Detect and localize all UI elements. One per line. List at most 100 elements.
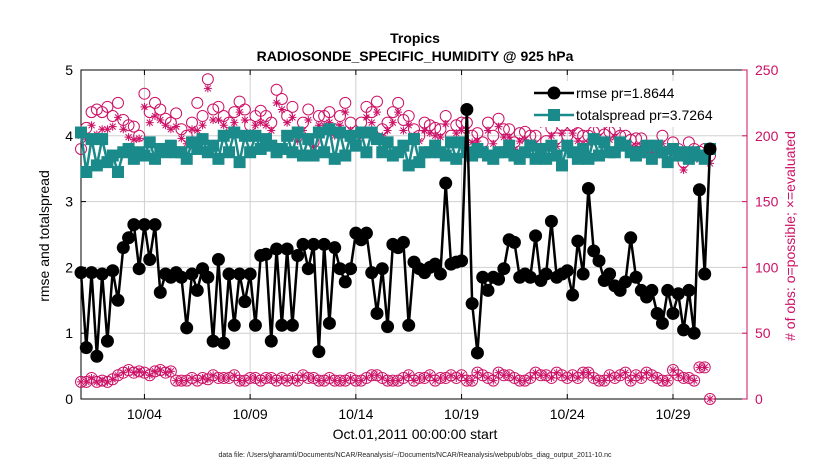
obs-possible-point <box>191 96 204 109</box>
y-tick-label: 2 <box>65 259 73 275</box>
obs-evaluated-point <box>251 121 260 130</box>
obs-evaluated-point <box>642 368 651 377</box>
totalspread-point <box>640 139 653 152</box>
obs-evaluated-point <box>399 126 408 135</box>
totalspread-point <box>582 152 595 165</box>
y-tick-label: 1 <box>65 325 73 341</box>
rmse-point <box>201 270 215 284</box>
rmse-point <box>375 262 389 276</box>
rmse-point <box>317 237 331 251</box>
totalspread-point <box>143 136 156 149</box>
obs-evaluated-point <box>669 366 677 375</box>
obs-evaluated-point <box>209 371 218 380</box>
totalspread-point <box>577 142 590 155</box>
rmse-point <box>106 264 120 278</box>
rmse-point <box>185 267 199 281</box>
obs-evaluated-point <box>293 137 302 146</box>
obs-possible-point <box>154 103 167 116</box>
y2-axis-label: # of obs: o=possible; ×=evaluated <box>782 131 798 341</box>
rmse-point <box>687 326 701 340</box>
obs-possible-point <box>302 103 315 116</box>
rmse-point <box>433 267 447 281</box>
obs-evaluated-point <box>92 377 101 386</box>
obs-evaluated-point <box>320 376 329 385</box>
rmse-point <box>492 272 506 286</box>
obs-evaluated-point <box>499 133 508 142</box>
obs-evaluated-point <box>468 376 477 385</box>
totalspread-point <box>608 146 621 159</box>
totalspread-point <box>90 159 103 172</box>
obs-possible-point <box>212 100 225 113</box>
obs-evaluated-point <box>410 376 418 385</box>
obs-evaluated-point <box>436 133 445 142</box>
rmse-point <box>338 275 352 289</box>
obs-evaluated-point <box>262 121 270 130</box>
y-tick-label: 5 <box>65 62 73 78</box>
obs-evaluated-point <box>188 125 196 134</box>
obs-evaluated-point <box>283 376 292 385</box>
totalspread-point <box>302 133 315 146</box>
rmse-point <box>328 241 342 255</box>
totalspread-point <box>371 133 383 146</box>
totalspread-point <box>122 142 135 155</box>
rmse-point <box>132 262 146 276</box>
rmse-point <box>174 270 188 284</box>
totalspread-point <box>254 142 267 155</box>
obs-evaluated-point <box>330 376 339 385</box>
obs-possible-point <box>207 103 220 116</box>
totalspread-point <box>349 139 362 152</box>
legend-entry-totalspread: totalspread pr=3.7264 <box>528 105 728 125</box>
totalspread-point <box>112 165 124 178</box>
totalspread-point <box>402 159 415 172</box>
totalspread-point <box>318 146 331 159</box>
totalspread-point <box>439 149 452 162</box>
obs-evaluated-point <box>177 376 186 385</box>
legend-label-rmse: rmse pr=1.8644 <box>576 85 675 101</box>
obs-evaluated-point <box>135 367 144 376</box>
obs-evaluated-point <box>299 371 307 380</box>
legend-label-totalspread: totalspread pr=3.7264 <box>576 107 713 123</box>
obs-evaluated-point <box>235 108 244 117</box>
y-tick-label: 0 <box>65 391 73 407</box>
obs-evaluated-point <box>515 137 524 146</box>
totalspread-point <box>80 165 93 178</box>
totalspread-point <box>75 126 87 139</box>
totalspread-point <box>344 129 357 142</box>
obs-evaluated-point <box>277 373 286 382</box>
rmse-point <box>333 262 347 276</box>
rmse-point <box>100 334 114 348</box>
rmse-point <box>116 241 130 255</box>
totalspread-point <box>207 139 220 152</box>
totalspread-point <box>529 152 542 165</box>
rmse-point <box>507 235 521 249</box>
rmse-point <box>661 283 675 297</box>
obs-evaluated-point <box>568 371 577 380</box>
totalspread-point <box>85 133 98 146</box>
rmse-point <box>645 283 659 297</box>
rmse-point <box>603 267 617 281</box>
obs-evaluated-point <box>600 376 609 385</box>
totalspread-point <box>661 156 674 169</box>
obs-evaluated-point <box>489 376 498 385</box>
totalspread-point <box>191 142 204 155</box>
rmse-point <box>650 306 664 320</box>
obs-evaluated-point <box>341 108 350 117</box>
y2-tick-label: 50 <box>755 325 771 341</box>
obs-evaluated-point <box>674 371 683 380</box>
obs-evaluated-point <box>256 376 265 385</box>
obs-evaluated-point <box>129 135 138 144</box>
obs-evaluated-point <box>336 376 344 385</box>
obs-evaluated-point <box>484 126 492 135</box>
rmse-point <box>560 264 574 278</box>
obs-evaluated-point <box>505 133 514 142</box>
totalspread-point <box>323 123 336 136</box>
totalspread-point <box>645 152 658 165</box>
rmse-point <box>312 345 326 359</box>
rmse-point <box>402 318 416 332</box>
totalspread-point <box>286 146 299 159</box>
rmse-point <box>344 262 358 276</box>
obs-evaluated-point <box>378 373 387 382</box>
obs-possible-point <box>101 100 114 113</box>
totalspread-point <box>223 146 235 159</box>
obs-evaluated-point <box>198 373 207 382</box>
